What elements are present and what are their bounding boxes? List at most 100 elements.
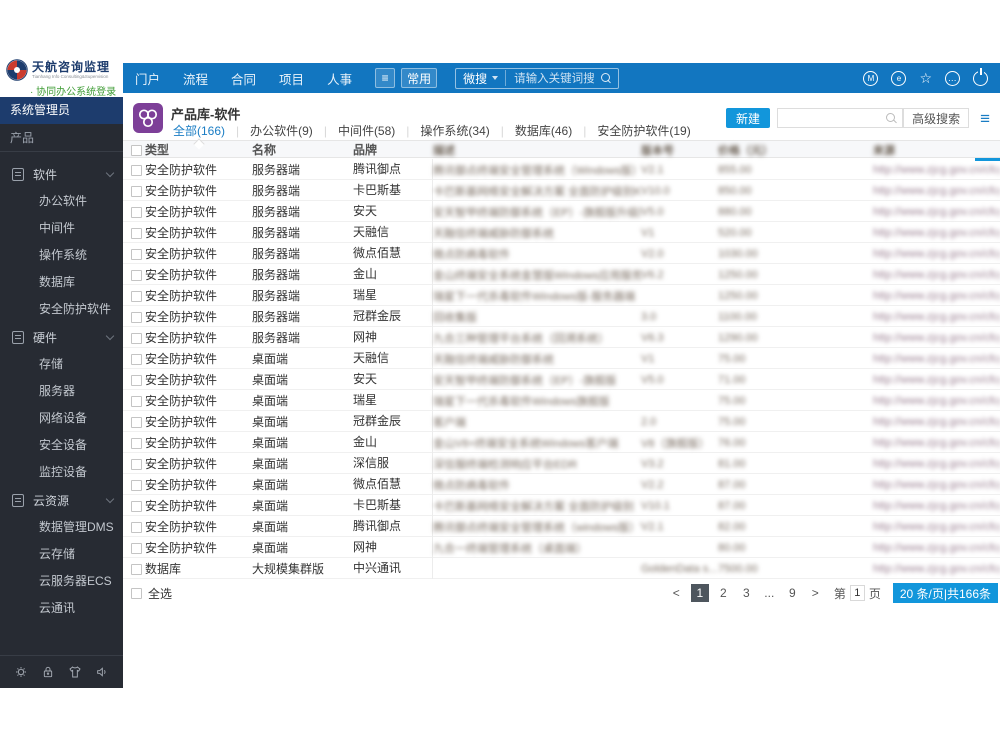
category-tab[interactable]: 全部(166) (171, 122, 227, 139)
category-tab[interactable]: 数据库(46) (513, 122, 574, 139)
global-search-box[interactable]: 微搜 请输入关键词搜 (455, 67, 619, 89)
row-checkbox[interactable] (131, 227, 142, 239)
search-icon[interactable] (600, 73, 611, 83)
row-checkbox[interactable] (131, 290, 142, 302)
page-number-button[interactable]: ... (764, 586, 775, 600)
sidebar-item[interactable]: 安全防护软件 (39, 302, 112, 316)
sidebar-item[interactable]: 办公软件 (39, 194, 88, 208)
sidebar-item[interactable]: 网络设备 (39, 411, 88, 425)
row-checkbox[interactable] (131, 542, 142, 554)
table-row[interactable]: 安全防护软件 服务器端 安天 安天智甲终端防御系统（EP）-旗舰版升级版 V5.… (123, 201, 1000, 222)
table-row[interactable]: 安全防护软件 桌面端 微点佰慧 微点防病毒软件 V2.2 87.00 http:… (123, 474, 1000, 495)
sidebar-item[interactable]: 服务器 (39, 384, 76, 398)
star-icon[interactable]: ☆ (919, 69, 932, 86)
top-nav-item[interactable]: 项目 (279, 72, 305, 87)
row-checkbox[interactable] (131, 269, 142, 281)
row-checkbox[interactable] (131, 521, 142, 533)
row-checkbox[interactable] (131, 437, 142, 449)
table-row[interactable]: 安全防护软件 服务器端 腾讯御点 腾讯御点终端安全管理系统（Windows版） … (123, 159, 1000, 180)
list-view-icon[interactable]: ≡ (980, 108, 990, 128)
next-page-button[interactable]: > (811, 586, 819, 600)
table-search-icon[interactable] (886, 112, 897, 124)
m-circle-icon[interactable]: M (863, 70, 879, 86)
row-checkbox[interactable] (131, 563, 142, 575)
table-row[interactable]: 安全防护软件 桌面端 冠群金辰 客户端 2.0 75.00 http://www… (123, 411, 1000, 432)
row-checkbox[interactable] (131, 458, 142, 470)
top-nav-item[interactable]: 流程 (183, 72, 209, 87)
category-tab[interactable]: 操作系统(34) (418, 122, 491, 139)
category-tab[interactable]: 中间件(58) (336, 122, 397, 139)
table-row[interactable]: 安全防护软件 桌面端 卡巴斯基 卡巴斯基网络安全解决方案 全面防护级别（KES）… (123, 495, 1000, 516)
oa-login-link[interactable]: · 协同办公系统登录 (30, 87, 117, 98)
table-row[interactable]: 安全防护软件 服务器端 卡巴斯基 卡巴斯基网络安全解决方案 全面防护级别KES授… (123, 180, 1000, 201)
sidebar-item[interactable]: 云存储 (39, 547, 76, 561)
advanced-search-button[interactable]: 高级搜索 (903, 108, 970, 128)
table-row[interactable]: 安全防护软件 桌面端 金山 金山V8+终端安全系统Windows客户端 V8（旗… (123, 432, 1000, 453)
category-tab[interactable]: 办公软件(9) (248, 122, 315, 139)
sidebar-group-header[interactable]: 软件 (0, 160, 123, 188)
row-checkbox[interactable] (131, 479, 142, 491)
page-number-button[interactable]: 9 (788, 586, 796, 600)
table-row[interactable]: 安全防护软件 服务器端 网神 九合三种管理平台系统（回溯系统） V6.3 129… (123, 327, 1000, 348)
sidebar-item[interactable]: 云通讯 (39, 601, 76, 615)
table-row[interactable]: 数据库 大规模集群版 中兴通讯 GoldenData s... 7500.00 … (123, 558, 1000, 579)
table-row[interactable]: 安全防护软件 桌面端 天融信 天融信终端威胁防御系统 V1 75.00 http… (123, 348, 1000, 369)
select-all-checkbox[interactable] (131, 587, 142, 599)
gear-icon[interactable] (13, 664, 29, 680)
row-checkbox[interactable] (131, 416, 142, 428)
page-number-button[interactable]: 1 (690, 584, 709, 602)
shirt-icon[interactable] (67, 664, 83, 680)
row-checkbox[interactable] (131, 311, 142, 323)
row-checkbox[interactable] (131, 500, 142, 512)
sidebar-item[interactable]: 数据管理DMS (39, 520, 114, 534)
nav-favorites-button[interactable]: 常用 (401, 68, 438, 88)
page-number-button[interactable]: 2 (719, 586, 727, 600)
table-row[interactable]: 安全防护软件 桌面端 网神 九合一终端管理系统（桌面端） 80.00 http:… (123, 537, 1000, 558)
table-row[interactable]: 安全防护软件 服务器端 冠群金辰 回收集版 3.0 1100.00 http:/… (123, 306, 1000, 327)
new-button[interactable]: 新建 (726, 108, 771, 128)
row-checkbox[interactable] (131, 332, 142, 344)
power-icon[interactable] (973, 70, 988, 86)
sidebar-item[interactable]: 存储 (39, 357, 64, 371)
sidebar-item[interactable]: 中间件 (39, 221, 76, 235)
category-tab[interactable]: 安全防护软件(19) (595, 122, 692, 139)
page-size-summary[interactable]: 20 条/页|共166条 (892, 583, 998, 603)
table-row[interactable]: 安全防护软件 桌面端 安天 安天智甲终端防御系统（EP）-旗舰版 V5.0 71… (123, 369, 1000, 390)
more-circle-icon[interactable]: … (945, 70, 960, 86)
sidebar-section-product[interactable]: 产品 (0, 124, 123, 152)
table-row[interactable]: 安全防护软件 服务器端 微点佰慧 微点防病毒软件 V2.0 1030.00 ht… (123, 243, 1000, 264)
table-row[interactable]: 安全防护软件 桌面端 瑞星 瑞星下一代杀毒软件Windows旗舰版 75.00 … (123, 390, 1000, 411)
horizontal-scrollbar[interactable] (975, 158, 1000, 161)
lock-icon[interactable] (40, 664, 56, 680)
row-checkbox[interactable] (131, 185, 142, 197)
nav-more-menu-button[interactable]: ≡ (375, 68, 396, 88)
sidebar-item[interactable]: 安全设备 (39, 438, 88, 452)
row-checkbox[interactable] (131, 206, 142, 218)
sidebar-item[interactable]: 监控设备 (39, 465, 88, 479)
table-row[interactable]: 安全防护软件 服务器端 金山 金山终端安全系统金慧版Windows应用服务器 V… (123, 264, 1000, 285)
e-circle-icon[interactable]: e (891, 70, 907, 86)
table-row[interactable]: 安全防护软件 服务器端 瑞星 瑞星下一代杀毒软件Windows版-服务器端 12… (123, 285, 1000, 306)
top-nav-item[interactable]: 合同 (231, 72, 257, 87)
table-search-input[interactable] (778, 109, 887, 127)
top-nav-item[interactable]: 门户 (135, 72, 161, 87)
jump-page-input[interactable]: 1 (849, 585, 865, 601)
row-checkbox[interactable] (131, 395, 142, 407)
sidebar-item[interactable]: 操作系统 (39, 248, 88, 262)
sidebar-group-header[interactable]: 硬件 (0, 323, 123, 351)
sidebar-item[interactable]: 云服务器ECS (39, 574, 112, 588)
page-number-button[interactable]: 3 (742, 586, 750, 600)
sidebar-item[interactable]: 数据库 (39, 275, 76, 289)
row-checkbox[interactable] (131, 374, 142, 386)
sidebar-group-header[interactable]: 云资源 (0, 486, 123, 514)
speaker-icon[interactable] (94, 664, 110, 680)
table-row[interactable]: 安全防护软件 服务器端 天融信 天融信终端威胁防御系统 V1 520.00 ht… (123, 222, 1000, 243)
table-row[interactable]: 安全防护软件 桌面端 腾讯御点 腾讯御点终端安全管理系统（windows版）V2… (123, 516, 1000, 537)
row-checkbox[interactable] (131, 164, 142, 176)
row-checkbox[interactable] (131, 248, 142, 260)
row-checkbox[interactable] (131, 353, 142, 365)
top-nav-item[interactable]: 人事 (327, 72, 353, 87)
prev-page-button[interactable]: < (672, 586, 680, 600)
header-checkbox[interactable] (131, 144, 142, 156)
table-row[interactable]: 安全防护软件 桌面端 深信服 深信服终端检测响应平台EDR V3.2 81.00… (123, 453, 1000, 474)
